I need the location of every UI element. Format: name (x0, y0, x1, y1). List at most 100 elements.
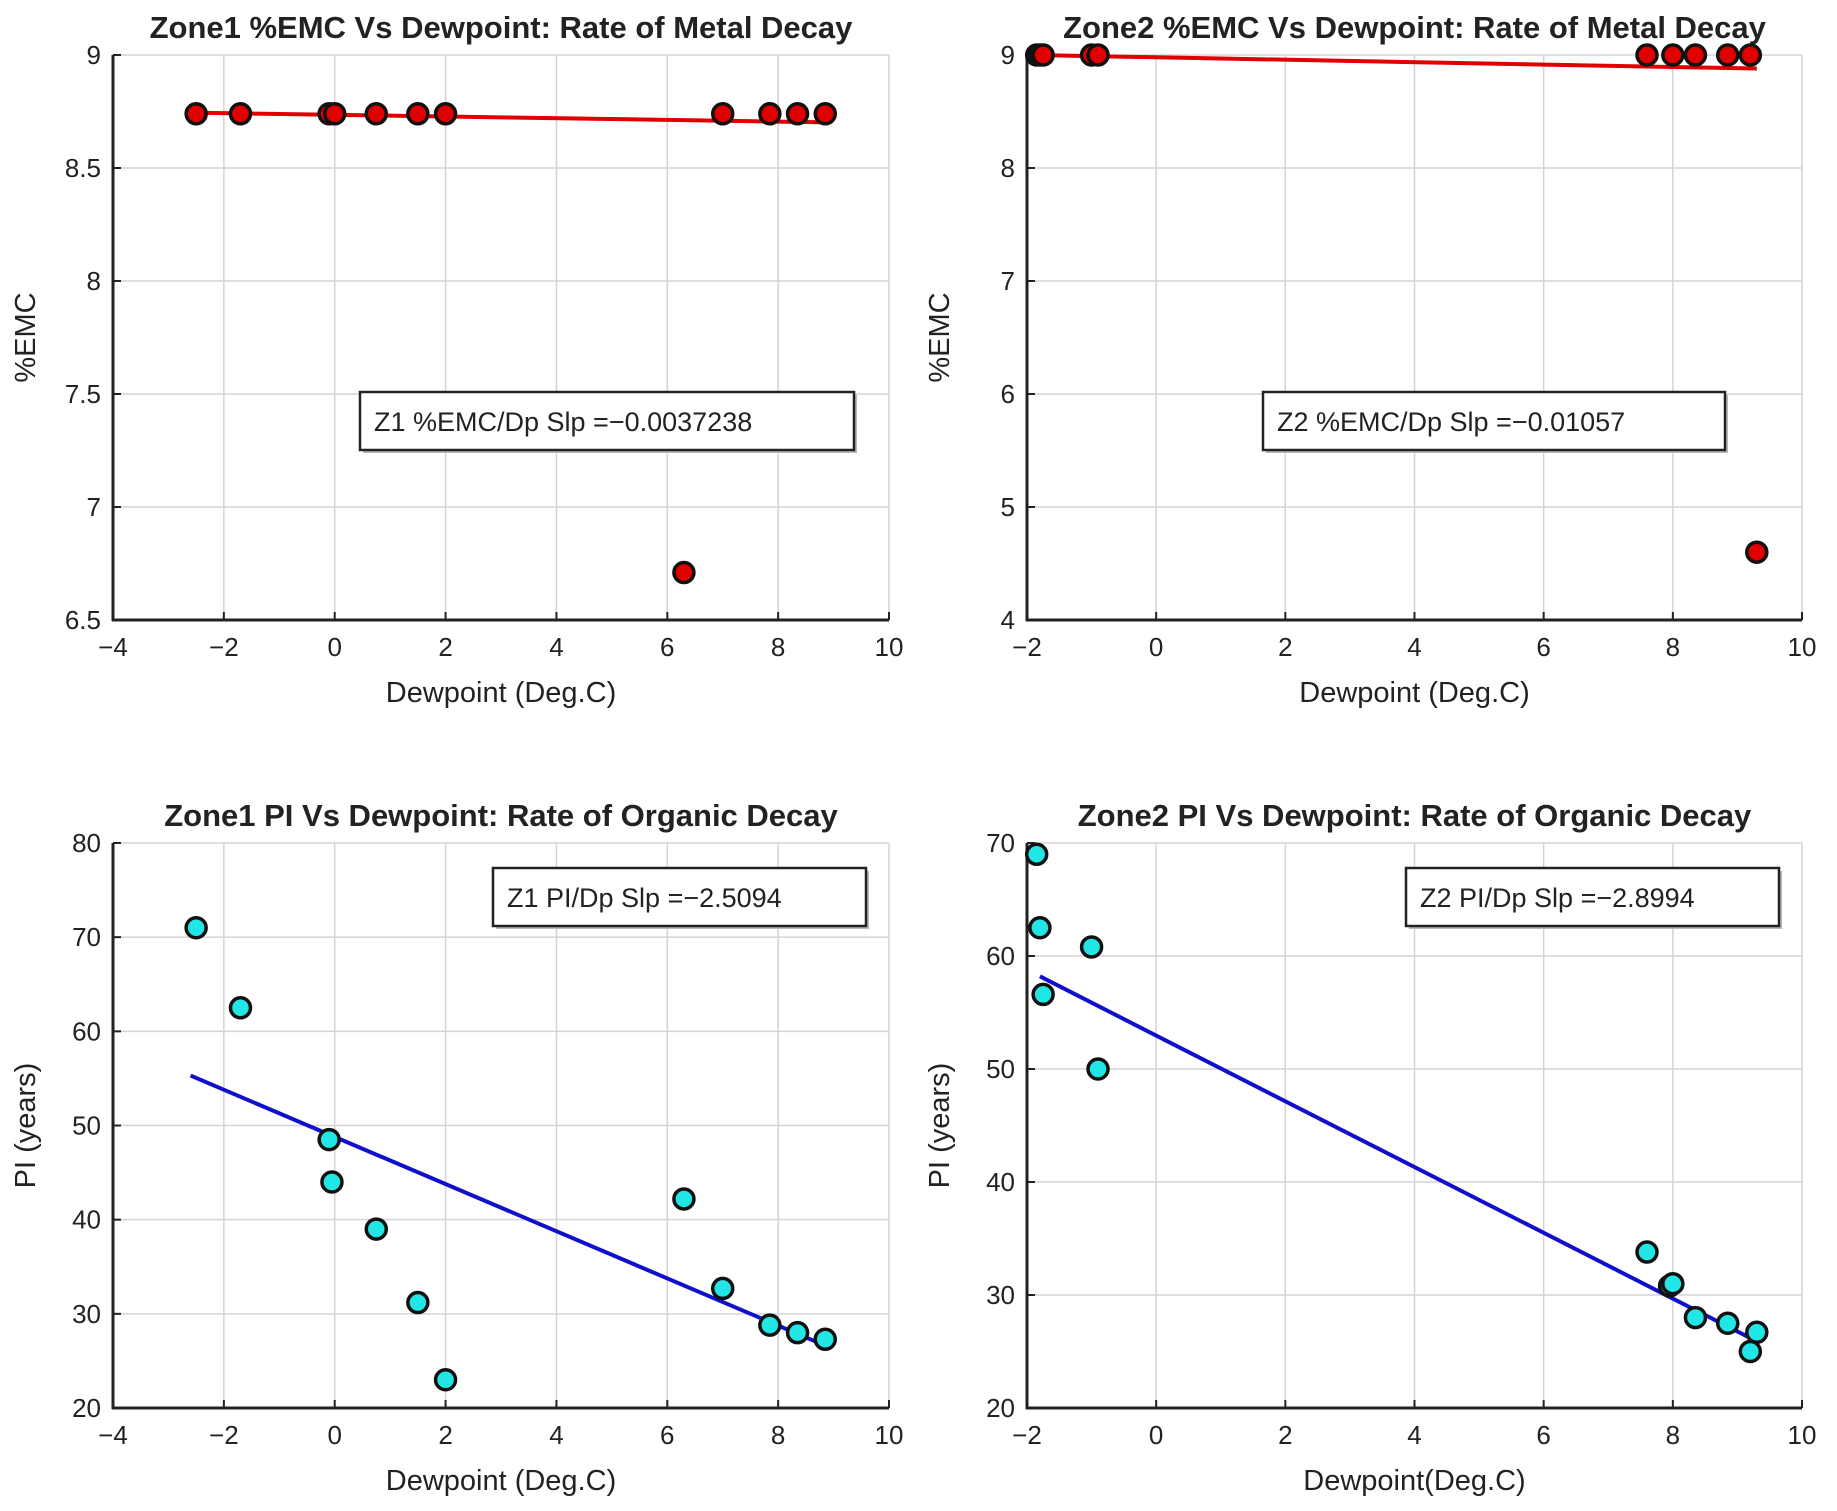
x-tick-label: 4 (1407, 632, 1421, 662)
y-tick-label: 50 (72, 1111, 101, 1141)
annotation-box (358, 390, 856, 452)
fit-line (189, 1073, 829, 1349)
x-tick-label: 4 (1407, 1420, 1421, 1450)
y-tick-label: 8.5 (65, 153, 101, 183)
x-tick-label: 10 (875, 1420, 904, 1450)
data-point (1715, 43, 1740, 67)
data-point (1738, 43, 1763, 67)
y-tick-label: 50 (986, 1054, 1015, 1084)
x-tick-label: 10 (1788, 632, 1817, 662)
data-point (672, 560, 696, 585)
annotation-text: Z1 %EMC/Dp Slp =−0.0037238 (374, 407, 752, 437)
y-axis-label: PI (years) (10, 1063, 42, 1189)
x-tick-label: 0 (327, 632, 341, 662)
x-tick-label: 4 (549, 632, 563, 662)
y-tick-label: 60 (72, 1016, 101, 1046)
data-point (813, 1327, 838, 1352)
y-tick-label: 80 (72, 828, 101, 858)
data-point (406, 1290, 430, 1315)
data-point (813, 102, 838, 126)
y-tick-label: 70 (986, 828, 1015, 858)
y-tick-label: 70 (72, 922, 101, 952)
annotation-box (1261, 390, 1727, 452)
chart-panel-z2-pi: −2 0 2 4 6 8 10 20 30 40 50 60 70 Zone2 PI Vs Dewpoin… (924, 798, 1816, 1497)
data-point (710, 1276, 735, 1301)
y-tick-label: 9 (87, 40, 101, 70)
data-point (1683, 43, 1708, 67)
y-tick-label: 20 (72, 1393, 101, 1423)
data-point (785, 102, 810, 126)
data-point (184, 102, 208, 126)
data-point (1635, 1240, 1659, 1264)
data-point (1661, 1271, 1685, 1296)
x-tick-label: 6 (1536, 632, 1550, 662)
x-tick-label: 6 (660, 632, 674, 662)
data-point (364, 102, 389, 126)
data-point (322, 102, 347, 126)
data-point (1635, 43, 1659, 67)
annotation-text: Z1 PI/Dp Slp =−2.5094 (507, 883, 782, 913)
data-point (184, 916, 208, 940)
y-tick-label: 7.5 (65, 379, 101, 409)
data-point (317, 1127, 341, 1152)
data-point (1024, 842, 1049, 867)
slope-annotation: Z2 %EMC/Dp Slp =−0.01057 (1261, 390, 1728, 453)
data-point (1683, 1305, 1708, 1330)
x-tick-label: 10 (1788, 1420, 1817, 1450)
slope-annotation: Z1 PI/Dp Slp =−2.5094 (491, 866, 869, 929)
x-tick-label: 8 (771, 632, 785, 662)
x-tick-label: 8 (1666, 632, 1680, 662)
x-tick-label: 0 (1149, 1420, 1163, 1450)
x-tick-label: −2 (209, 632, 239, 662)
y-tick-label: 30 (986, 1280, 1015, 1310)
x-axis-label: Dewpoint (Deg.C) (386, 1465, 616, 1497)
data-point (785, 1320, 810, 1345)
x-tick-label: 8 (1666, 1420, 1680, 1450)
fit-line (1039, 974, 1758, 1344)
chart-panel-z2-emc: −2 0 2 4 6 8 10 4 5 6 7 8 9 Zone2 %EMC Vs Dewpoint: R… (924, 10, 1816, 709)
y-axis-label: %EMC (10, 292, 42, 382)
data-point (1738, 1339, 1763, 1364)
x-tick-label: 0 (1149, 632, 1163, 662)
data-point (1031, 43, 1055, 67)
y-tick-label: 30 (72, 1299, 101, 1329)
y-tick-label: 6.5 (65, 605, 101, 635)
annotation-text: Z2 PI/Dp Slp =−2.8994 (1420, 883, 1695, 913)
y-tick-label: 9 (1001, 40, 1015, 70)
y-tick-label: 8 (1001, 153, 1015, 183)
y-tick-label: 5 (1001, 492, 1015, 522)
data-point (433, 102, 458, 126)
data-point (1745, 540, 1769, 564)
data-point (1661, 43, 1685, 67)
chart-title: Zone1 %EMC Vs Dewpoint: Rate of Metal De… (150, 10, 854, 45)
x-tick-label: 4 (549, 1420, 563, 1450)
data-point (406, 102, 430, 126)
chart-title: Zone2 %EMC Vs Dewpoint: Rate of Metal De… (1063, 10, 1767, 45)
y-tick-label: 8 (87, 266, 101, 296)
data-point (1028, 916, 1052, 940)
chart-title: Zone2 PI Vs Dewpoint: Rate of Organic De… (1078, 798, 1752, 833)
data-point (1086, 1057, 1110, 1081)
data-point (1715, 1311, 1740, 1335)
y-tick-label: 7 (1001, 266, 1015, 296)
data-point (1079, 935, 1104, 959)
data-point (228, 102, 253, 126)
chart-panel-z1-emc: −4 −2 0 2 4 6 8 10 6.5 7 7.5 8 8.5 9 Zone1 %EMC Vs Dew… (10, 10, 903, 709)
data-point (758, 1313, 782, 1337)
x-axis-label: Dewpoint (Deg.C) (1299, 677, 1529, 709)
x-tick-label: −4 (98, 1420, 128, 1450)
data-point (710, 102, 735, 126)
x-tick-label: −2 (209, 1420, 239, 1450)
slope-annotation: Z1 %EMC/Dp Slp =−0.0037238 (358, 390, 857, 453)
y-tick-label: 20 (986, 1393, 1015, 1423)
data-point (1745, 1320, 1769, 1345)
y-tick-label: 40 (72, 1205, 101, 1235)
x-tick-label: −2 (1012, 1420, 1042, 1450)
x-axis-label: Dewpoint (Deg.C) (386, 677, 616, 709)
y-tick-label: 60 (986, 941, 1015, 971)
x-tick-label: 2 (438, 1420, 452, 1450)
y-tick-label: 7 (87, 492, 101, 522)
slope-annotation: Z2 PI/Dp Slp =−2.8994 (1404, 866, 1782, 929)
data-point (433, 1368, 458, 1392)
